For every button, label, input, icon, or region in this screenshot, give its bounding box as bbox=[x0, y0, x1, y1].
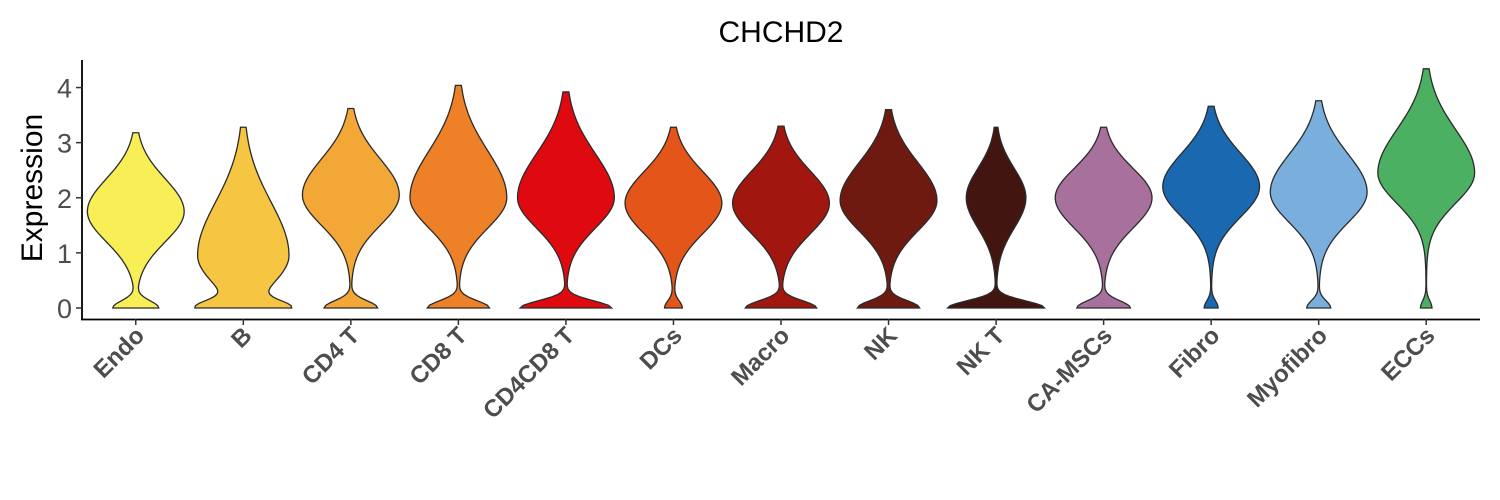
x-tick-label: CA-MSCs bbox=[1021, 322, 1117, 418]
y-axis-label: Expression bbox=[16, 114, 49, 262]
x-tick-label: Endo bbox=[88, 322, 150, 384]
x-tick-label: NK bbox=[859, 322, 903, 366]
x-tick-label: CD4CD8 T bbox=[478, 322, 580, 424]
violin-myofibro bbox=[1269, 100, 1368, 309]
violin-cd4cd8-t bbox=[516, 91, 615, 309]
x-tick-label: Fibro bbox=[1164, 322, 1226, 384]
x-tick-label: B bbox=[226, 322, 257, 353]
violin-group bbox=[86, 68, 1476, 309]
violin-macro bbox=[731, 125, 831, 309]
chart-title: CHCHD2 bbox=[718, 16, 843, 49]
x-tick-label: Myofibro bbox=[1242, 322, 1333, 413]
x-tick-label: Macro bbox=[726, 322, 795, 391]
x-axis-ticks: Endo B CD4 T CD8 T CD4CD8 T DCs Macro NK NK T CA-… bbox=[88, 319, 1440, 424]
x-tick-label: CD8 T bbox=[405, 322, 473, 390]
y-tick-label: 0 bbox=[57, 294, 72, 324]
x-tick-label: NK T bbox=[952, 322, 1011, 381]
violin-endo bbox=[86, 132, 185, 309]
violin-fibro bbox=[1162, 105, 1261, 309]
violin-cd8-t bbox=[409, 84, 508, 309]
y-tick-label: 3 bbox=[57, 129, 72, 159]
x-tick-label: ECCs bbox=[1376, 322, 1440, 386]
violin-nk-t bbox=[946, 126, 1047, 309]
violin-nk bbox=[839, 108, 938, 309]
violin-cd4-t bbox=[301, 107, 400, 309]
violin-eccs bbox=[1377, 68, 1476, 309]
y-tick-label: 2 bbox=[57, 184, 72, 214]
x-tick-label: DCs bbox=[635, 322, 688, 375]
y-tick-label: 4 bbox=[57, 74, 72, 104]
x-tick-label: CD4 T bbox=[297, 322, 365, 390]
violin-b bbox=[194, 126, 293, 309]
y-axis-ticks: 0 1 2 3 4 bbox=[57, 74, 82, 324]
y-tick-label: 1 bbox=[57, 239, 72, 269]
violin-dcs bbox=[624, 126, 723, 309]
violin-ca-mscs bbox=[1054, 126, 1153, 309]
